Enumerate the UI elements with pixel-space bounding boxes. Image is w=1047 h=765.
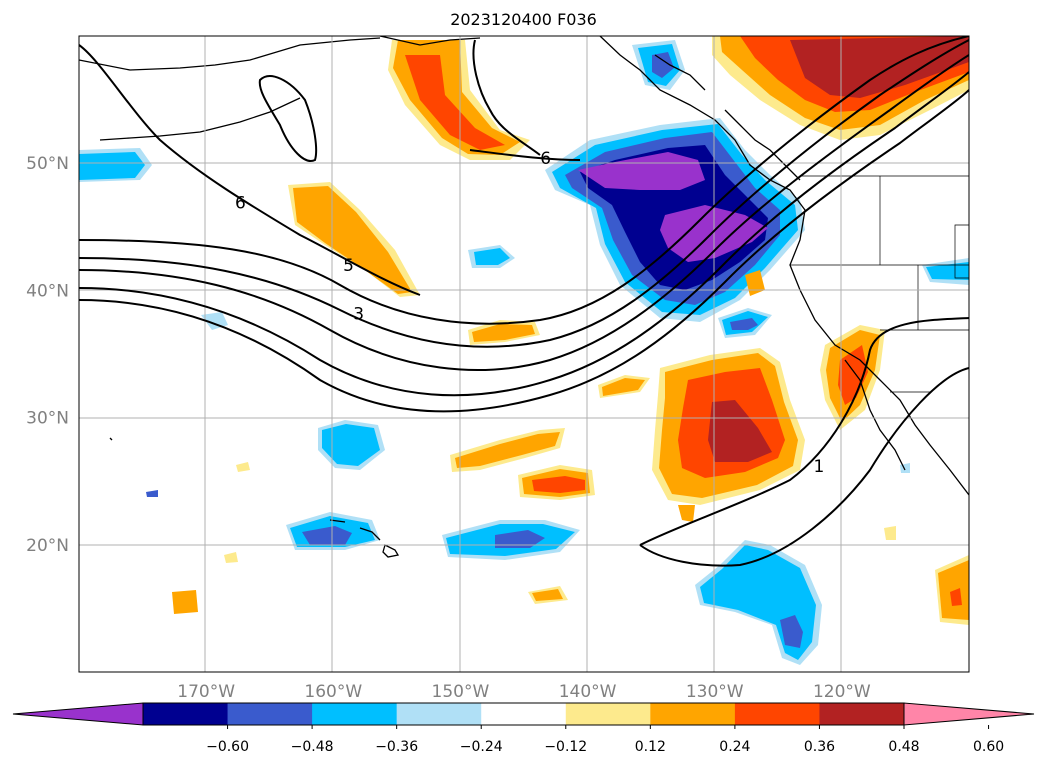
- lat-tick-label: 20°N: [26, 536, 69, 556]
- coastlines: [79, 36, 969, 558]
- latitude-labels: 20°N 30°N 40°N 50°N: [26, 154, 69, 556]
- contour-labels: 6 5 3 6 1: [235, 149, 825, 477]
- colorbar-tick-label: 0.12: [635, 739, 666, 755]
- colorbar-tick-label: 0.24: [719, 739, 750, 755]
- colorbar-swatch: [481, 703, 567, 725]
- positive-anomaly-small-patches: [172, 270, 969, 625]
- positive-anomaly-gulf-of-alaska: [388, 40, 530, 160]
- colorbar-tick-label: −0.60: [206, 739, 249, 755]
- positive-anomaly-subtropical: [652, 348, 805, 505]
- longitude-labels: 170°W 160°W 150°W 140°W 130°W 120°W: [177, 682, 871, 702]
- shaded-fields: [79, 36, 969, 665]
- colorbar-swatch: [227, 703, 313, 725]
- colorbar-tick-label: −0.48: [291, 739, 334, 755]
- colorbar-swatches: [12, 702, 1035, 726]
- colorbar-swatch: [143, 703, 229, 725]
- colorbar-swatch: [565, 703, 651, 725]
- lon-tick-label: 130°W: [686, 682, 744, 702]
- contour-label: 3: [353, 304, 364, 324]
- lat-tick-label: 40°N: [26, 281, 69, 301]
- colorbar-swatch: [650, 703, 736, 725]
- colorbar-swatch: [819, 703, 905, 725]
- colorbar-tick-label: −0.36: [375, 739, 418, 755]
- lat-tick-label: 30°N: [26, 409, 69, 429]
- lon-tick-label: 150°W: [432, 682, 490, 702]
- colorbar-swatch: [734, 703, 820, 725]
- colorbar-tick-label: 0.48: [888, 739, 919, 755]
- colorbar: −0.60 −0.48 −0.36 −0.24 −0.12 0.12 0.24 0.36 0.4…: [12, 702, 1035, 755]
- contour-label: 6: [235, 194, 246, 214]
- colorbar-frame: [142, 702, 905, 726]
- negative-anomaly-pacific-northwest: [545, 118, 805, 322]
- colorbar-extend-low: [12, 702, 144, 726]
- lon-tick-label: 160°W: [304, 682, 362, 702]
- lon-tick-label: 170°W: [177, 682, 235, 702]
- colorbar-tick-label: −0.24: [460, 739, 503, 755]
- colorbar-extend-high: [903, 702, 1035, 726]
- contour-lines: [79, 36, 969, 567]
- colorbar-labels: −0.60 −0.48 −0.36 −0.24 −0.12 0.12 0.24 0.36 0.4…: [206, 725, 1004, 755]
- map-title: 2023120400 F036: [450, 10, 597, 29]
- colorbar-tick-label: 0.60: [973, 739, 1004, 755]
- map-plot-area: [79, 36, 969, 672]
- map-frame: [78, 35, 970, 673]
- contour-label: 5: [343, 256, 354, 276]
- lon-tick-label: 120°W: [813, 682, 871, 702]
- colorbar-swatch: [396, 703, 482, 725]
- colorbar-swatch: [312, 703, 398, 725]
- colorbar-tick-label: −0.12: [544, 739, 587, 755]
- positive-anomaly-streak: [288, 182, 420, 297]
- negative-anomaly-small-patches: [79, 40, 969, 665]
- contour-label: 1: [814, 457, 825, 477]
- colorbar-tick-label: 0.36: [804, 739, 835, 755]
- lon-tick-label: 140°W: [559, 682, 617, 702]
- contour-label: 6: [540, 149, 551, 169]
- lat-tick-label: 50°N: [26, 154, 69, 174]
